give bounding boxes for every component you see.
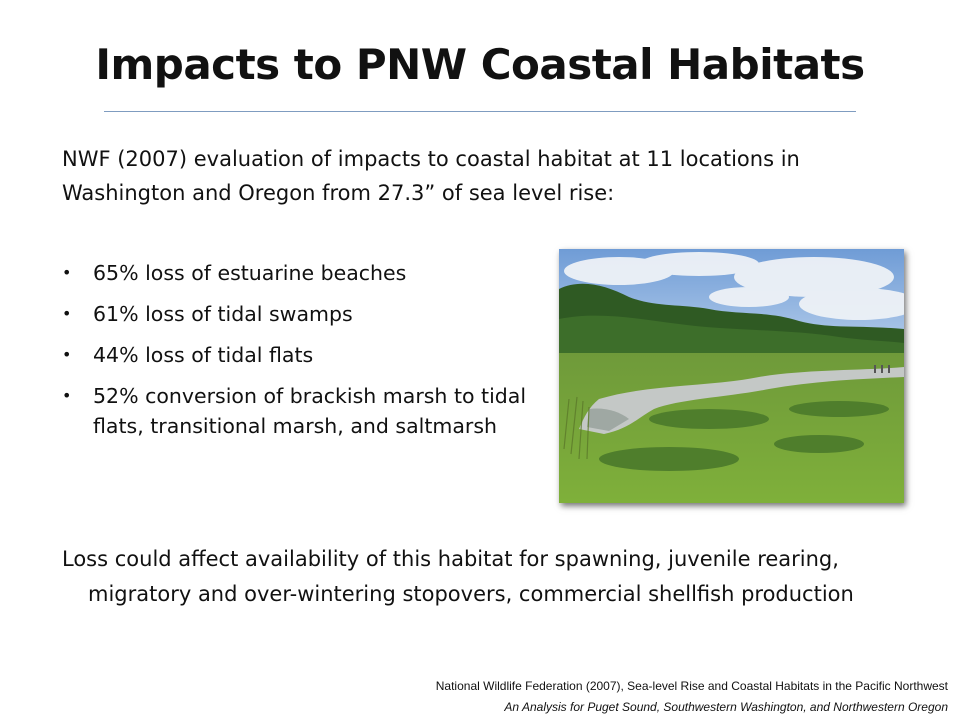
bullet-dot-icon: • <box>62 386 72 405</box>
bullet-text: 61% loss of tidal swamps <box>93 302 353 326</box>
title-divider <box>104 111 856 112</box>
bullet-dot-icon: • <box>62 345 72 364</box>
bullet-dot-icon: • <box>62 263 72 282</box>
bullet-item: • 52% conversion of brackish marsh to ti… <box>62 381 542 441</box>
intro-paragraph: NWF (2007) evaluation of impacts to coas… <box>62 147 800 205</box>
slide-title: Impacts to PNW Coastal Habitats <box>95 40 865 89</box>
citation-line-1: National Wildlife Federation (2007), Sea… <box>435 679 948 693</box>
bullet-dot-icon: • <box>62 304 72 323</box>
bullet-text: 44% loss of tidal flats <box>93 343 314 367</box>
outro-paragraph: Loss could affect availability of this h… <box>62 547 854 606</box>
salt-marsh-photo <box>559 249 904 503</box>
bullet-text: 52% conversion of brackish marsh to tida… <box>93 384 527 438</box>
bullet-list: • 65% loss of estuarine beaches • 61% lo… <box>62 258 542 452</box>
bullet-item: • 44% loss of tidal flats <box>62 340 542 370</box>
bullet-text: 65% loss of estuarine beaches <box>93 261 407 285</box>
bullet-item: • 61% loss of tidal swamps <box>62 299 542 329</box>
citation-line-2: An Analysis for Puget Sound, Southwester… <box>504 700 948 714</box>
bullet-item: • 65% loss of estuarine beaches <box>62 258 542 288</box>
